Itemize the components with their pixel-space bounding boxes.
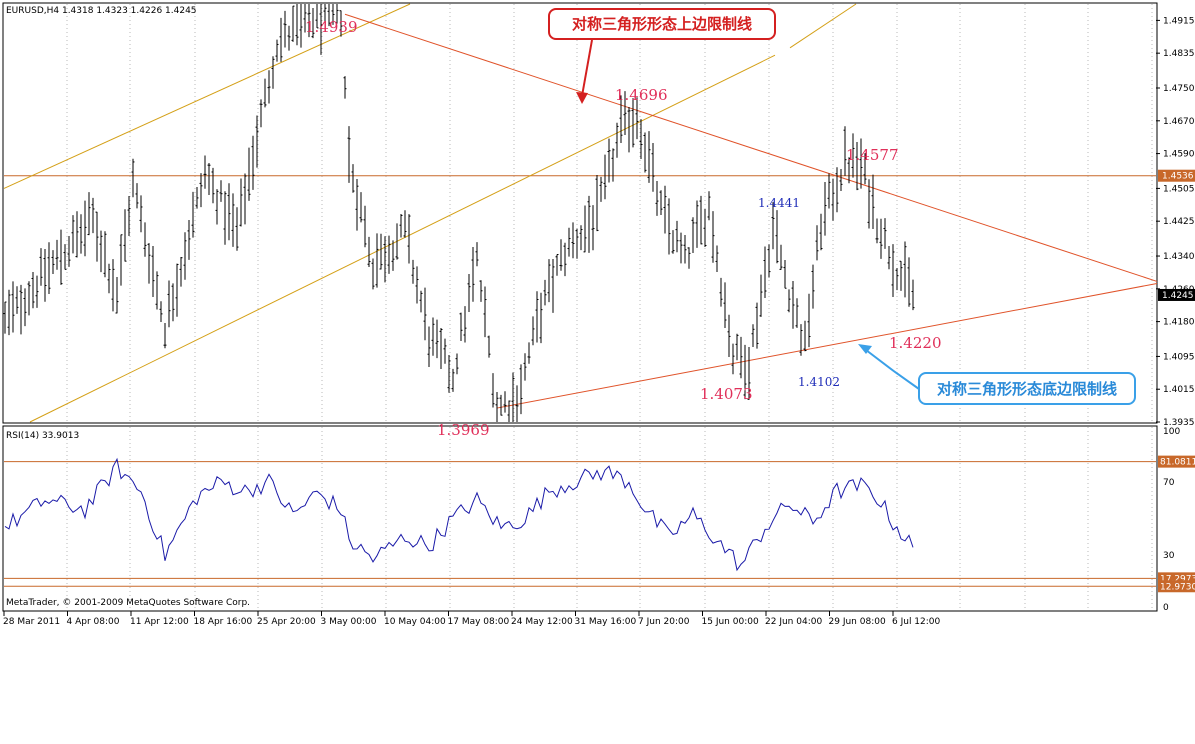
level-tag: [1158, 169, 1195, 182]
upper-callout-box: [548, 8, 776, 40]
price-annotation: 1.4577: [846, 146, 899, 164]
price-tick-label: 1.4590: [1163, 150, 1195, 160]
price-tick-label: 1.4340: [1163, 252, 1195, 262]
channel-line-extension: [789, 3, 857, 49]
level-tag-label: 1.4536: [1162, 172, 1194, 182]
time-label: 4 Apr 08:00: [67, 617, 120, 627]
price-annotation: 1.4939: [305, 18, 358, 36]
time-label: 17 May 08:00: [448, 617, 510, 627]
price-tick-label: 1.3935: [1163, 418, 1195, 428]
upper-callout-arrowhead: [576, 92, 588, 104]
time-label: 6 Jul 12:00: [892, 617, 941, 627]
time-label: 7 Jun 20:00: [638, 617, 690, 627]
symbol-header: EURUSD,H4 1.4318 1.4323 1.4226 1.4245: [6, 6, 197, 16]
lower-callout-text: 对称三角形形态底边限制线: [937, 380, 1117, 398]
copyright-text: MetaTrader, © 2001-2009 MetaQuotes Softw…: [6, 598, 250, 608]
rsi-tick-label: 0: [1163, 603, 1169, 613]
rsi-line: [4, 457, 914, 572]
rsi-panel: [2, 425, 1158, 612]
price-annotation: 1.4102: [798, 375, 840, 389]
price-annotation: 1.3969: [437, 421, 490, 439]
time-label: 24 May 12:00: [511, 617, 573, 627]
price-tick-label: 1.4915: [1163, 16, 1195, 26]
time-label: 3 May 00:00: [321, 617, 377, 627]
time-label: 15 Jun 00:00: [702, 617, 759, 627]
lower-callout-arrowhead: [858, 344, 872, 354]
rsi-tick-label: 30: [1163, 551, 1175, 561]
price-tick-label: 1.4095: [1163, 352, 1195, 362]
price-tick-label: 1.4180: [1163, 318, 1195, 328]
channel-line-upper: [3, 3, 411, 189]
rsi-level-tag: [1158, 580, 1195, 593]
rsi-level-tag-label: 17.2973: [1160, 574, 1195, 584]
upper-callout-arrow: [581, 39, 593, 97]
last-price-label: 1.4245: [1162, 291, 1194, 301]
price-tick-label: 1.4015: [1163, 385, 1195, 395]
time-label: 10 May 04:00: [384, 617, 446, 627]
lower-callout-arrow: [865, 349, 920, 390]
price-tick-label: 1.4835: [1163, 49, 1195, 59]
price-tick-label: 1.4750: [1163, 84, 1195, 94]
price-annotation: 1.4696: [615, 86, 668, 104]
triangle-upper-line: [344, 13, 1158, 282]
time-label: 25 Apr 20:00: [257, 617, 316, 627]
time-label: 28 Mar 2011: [3, 617, 60, 627]
rsi-label: RSI(14) 33.9013: [6, 431, 79, 441]
last-price-tag: [1158, 288, 1195, 301]
price-annotation: 1.4073: [700, 385, 753, 403]
channel-line-lower: [29, 54, 776, 423]
triangle-lower-line: [496, 282, 1158, 409]
price-tick-label: 1.4670: [1163, 117, 1195, 127]
price-panel: [2, 2, 1158, 424]
price-annotation: 1.4220: [889, 334, 942, 352]
rsi-level-tag-label: 81.0811: [1160, 458, 1195, 468]
time-label: 29 Jun 08:00: [829, 617, 886, 627]
rsi-tick-label: 70: [1163, 478, 1175, 488]
rsi-level-tag: [1158, 455, 1195, 468]
price-tick-label: 1.4505: [1163, 184, 1195, 194]
time-label: 31 May 16:00: [575, 617, 637, 627]
rsi-level-tag-label: 12.9730: [1160, 582, 1195, 592]
price-annotation: 1.4441: [758, 196, 800, 210]
rsi-tick-label: 100: [1163, 427, 1180, 437]
price-tick-label: 1.4425: [1163, 217, 1195, 227]
time-label: 22 Jun 04:00: [765, 617, 822, 627]
time-label: 11 Apr 12:00: [130, 617, 189, 627]
upper-callout-text: 对称三角形形态上边限制线: [572, 15, 752, 33]
time-label: 18 Apr 16:00: [194, 617, 253, 627]
